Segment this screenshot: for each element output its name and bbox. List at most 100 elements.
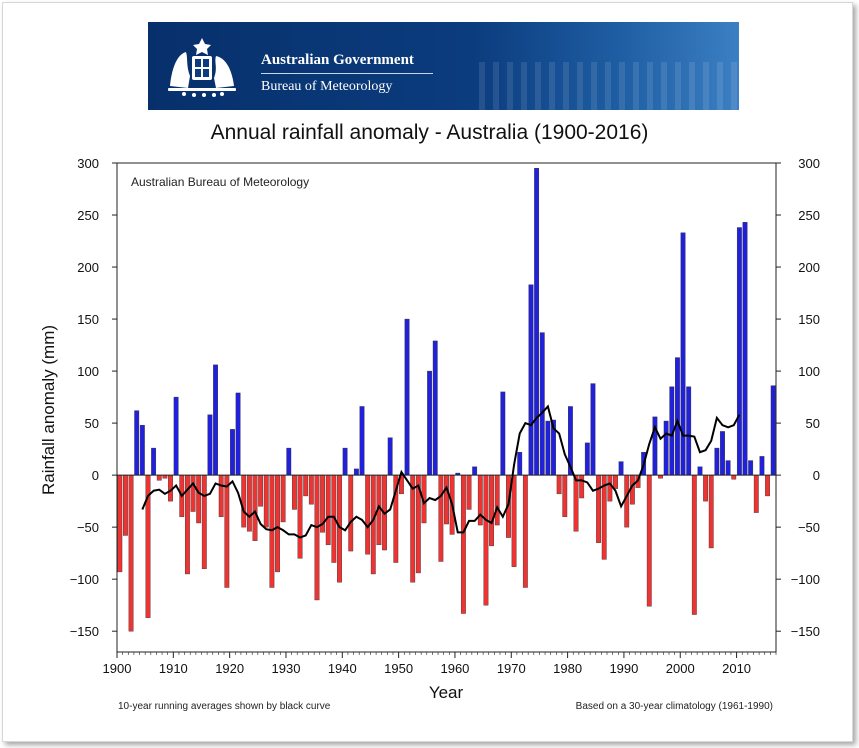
bar-1901 — [123, 474, 128, 536]
bar-1903 — [134, 410, 140, 476]
bar-1963 — [472, 466, 478, 476]
y-tick-label-left-250: 250 — [77, 208, 99, 223]
plot-frame — [116, 162, 777, 653]
bar-1976 — [545, 420, 551, 476]
y-tick-label-left--50: −50 — [77, 520, 99, 535]
bar-1997 — [663, 420, 669, 476]
bar-1973 — [528, 284, 534, 476]
bar-1902 — [128, 474, 134, 632]
bar-1962 — [466, 474, 472, 510]
bar-2001 — [686, 386, 692, 476]
footnote-climatology: Based on a 30-year climatology (1961-199… — [576, 701, 773, 712]
banner-stripes — [479, 62, 739, 110]
bar-1920 — [230, 429, 235, 476]
bar-1990 — [624, 474, 630, 528]
bar-1971 — [517, 452, 523, 476]
bar-1925 — [258, 474, 264, 507]
bar-1922 — [241, 474, 247, 528]
x-tick-label-1960: 1960 — [440, 661, 469, 676]
bar-1921 — [235, 392, 241, 476]
bar-1928 — [275, 474, 280, 573]
x-tick-label-1910: 1910 — [159, 661, 188, 676]
bar-1952 — [410, 474, 416, 583]
x-tick-label-2010: 2010 — [722, 661, 751, 676]
bureau-name: Bureau of Meteorology — [261, 79, 393, 94]
bar-1944 — [365, 474, 371, 555]
y-tick-label-left-300: 300 — [77, 156, 99, 171]
x-tick-label-1920: 1920 — [215, 661, 244, 676]
bom-banner: Australian Government Bureau of Meteorol… — [148, 22, 739, 110]
bar-1968 — [500, 391, 506, 476]
bar-1994 — [646, 474, 652, 607]
bar-2004 — [703, 474, 709, 502]
bar-1933 — [303, 474, 309, 497]
bar-2014 — [759, 456, 765, 476]
bar-1970 — [511, 474, 517, 567]
y-tick-label-right-200: 200 — [798, 260, 820, 275]
bar-2000 — [680, 232, 686, 476]
y-tick-label-left--150: −150 — [70, 624, 99, 639]
y-tick-label-right-0: 0 — [813, 468, 820, 483]
y-tick-label-right--150: −150 — [791, 624, 820, 639]
chart-title: Annual rainfall anomaly - Australia (190… — [210, 121, 649, 144]
bar-1915 — [201, 474, 207, 569]
bar-1957 — [438, 474, 444, 562]
bar-1981 — [573, 474, 579, 532]
bar-1935 — [314, 474, 320, 601]
bars-group — [117, 167, 776, 632]
bar-2006 — [714, 447, 720, 476]
x-tick-label-1980: 1980 — [553, 661, 582, 676]
y-tick-label-right--100: −100 — [791, 572, 820, 587]
bar-1951 — [404, 318, 410, 476]
bar-1955 — [427, 370, 433, 476]
y-tick-label-left-200: 200 — [77, 260, 99, 275]
bar-1966 — [489, 474, 494, 547]
bar-1972 — [522, 474, 528, 588]
bar-1906 — [151, 447, 157, 476]
y-tick-label-left-0: 0 — [92, 468, 99, 483]
bar-1900 — [117, 474, 123, 573]
bar-1948 — [387, 437, 393, 476]
bar-1965 — [483, 474, 489, 606]
bar-1932 — [297, 474, 303, 559]
bar-2009 — [731, 474, 737, 480]
y-tick-label-right-150: 150 — [798, 312, 820, 327]
bar-1910 — [173, 396, 179, 476]
bar-1924 — [252, 474, 258, 541]
bar-2012 — [748, 460, 754, 476]
bar-1967 — [494, 474, 500, 526]
bar-1940 — [342, 447, 348, 476]
axes-group: 1900 1910 1920 1930 1940 1950 1960 1970 1980 1990… — [70, 156, 820, 676]
y-tick-label-left-50: 50 — [85, 416, 99, 431]
bar-1986 — [601, 474, 607, 560]
bar-1927 — [269, 474, 275, 588]
bar-2003 — [697, 466, 703, 476]
footnote-running-average: 10-year running averages shown by black … — [118, 701, 331, 712]
bar-2010 — [736, 227, 742, 476]
bar-2008 — [725, 460, 731, 476]
x-tick-label-1970: 1970 — [497, 661, 526, 676]
bar-1926 — [263, 474, 269, 528]
bar-1988 — [613, 474, 618, 489]
bar-1975 — [539, 332, 545, 476]
bar-1974 — [534, 167, 540, 476]
bar-1919 — [224, 474, 230, 588]
bar-1943 — [359, 406, 365, 476]
bar-1929 — [280, 474, 286, 523]
y-tick-label-right-250: 250 — [798, 208, 820, 223]
bar-1987 — [607, 474, 613, 502]
bar-1931 — [292, 474, 297, 510]
bar-1961 — [460, 474, 466, 614]
y-tick-label-left-150: 150 — [77, 312, 99, 327]
bar-1985 — [596, 474, 601, 543]
bar-1979 — [562, 474, 568, 517]
x-tick-label-1930: 1930 — [272, 661, 301, 676]
bar-1907 — [156, 474, 162, 481]
bar-2013 — [753, 474, 759, 513]
bar-1945 — [370, 474, 376, 575]
bar-1984 — [590, 383, 596, 476]
bar-1916 — [207, 414, 213, 476]
bar-1913 — [190, 474, 196, 512]
y-tick-label-right-50: 50 — [806, 416, 820, 431]
bar-2016 — [770, 385, 776, 476]
